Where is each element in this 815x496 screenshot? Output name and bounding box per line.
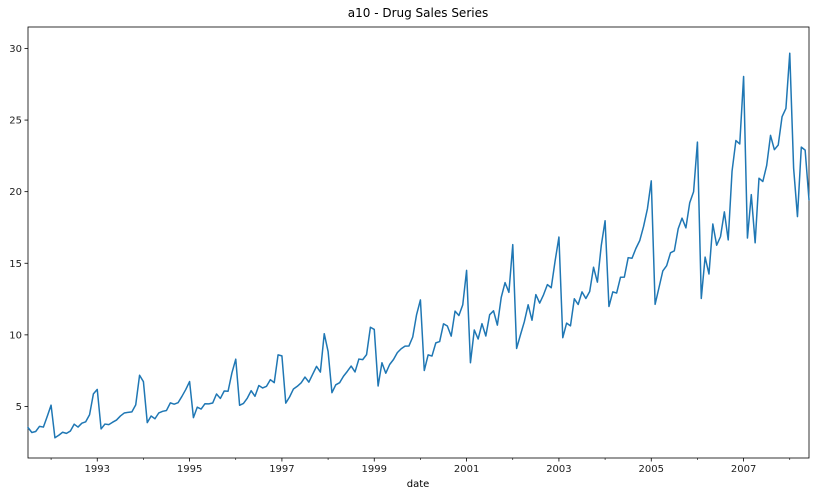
y-tick-label: 10 bbox=[9, 330, 22, 341]
x-tick-label: 1993 bbox=[85, 464, 110, 475]
y-tick-label: 30 bbox=[9, 44, 22, 55]
x-tick-label: 1995 bbox=[177, 464, 202, 475]
x-tick-label: 2003 bbox=[546, 464, 571, 475]
y-tick-label: 15 bbox=[9, 259, 22, 270]
x-tick-label: 1997 bbox=[269, 464, 294, 475]
y-tick-label: 20 bbox=[9, 187, 22, 198]
x-tick-label: 2001 bbox=[454, 464, 479, 475]
y-tick-label: 5 bbox=[16, 402, 22, 413]
plot-area: 5 10 15 20 25 30 1993 1995 1997 1999 2001 2003 2005 2… bbox=[9, 26, 810, 475]
chart-title: a10 - Drug Sales Series bbox=[348, 6, 488, 20]
x-axis-label: date bbox=[407, 479, 430, 490]
x-tick-label: 1999 bbox=[362, 464, 387, 475]
x-tick-label: 2007 bbox=[731, 464, 756, 475]
x-tick-label: 2005 bbox=[639, 464, 664, 475]
series-line bbox=[27, 52, 810, 439]
plot-frame bbox=[27, 26, 810, 459]
y-tick-label: 25 bbox=[9, 116, 22, 127]
